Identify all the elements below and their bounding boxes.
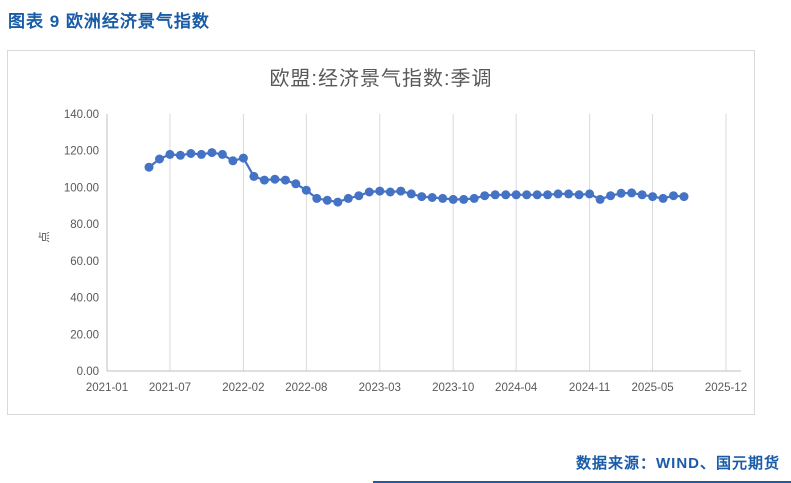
data-point [574, 190, 584, 200]
data-point [480, 191, 490, 201]
data-point [679, 192, 689, 202]
data-point [658, 193, 668, 203]
x-axis-tick-label: 2022-02 [222, 382, 264, 394]
data-point [564, 189, 574, 199]
x-axis-tick-label: 2024-04 [495, 382, 538, 394]
y-axis-tick-label: 40.00 [70, 293, 99, 305]
data-point [522, 190, 532, 200]
data-point [669, 191, 678, 201]
data-point [606, 191, 616, 201]
data-point [417, 192, 427, 202]
chart-container: 欧盟:经济景气指数:季调 0.00 20.00 40.00 60.00 80.00 100… [7, 50, 755, 415]
series-line [147, 151, 686, 204]
data-point [228, 156, 238, 166]
data-point [259, 175, 269, 185]
data-source-note: 数据来源：WIND、国元期货 [576, 455, 780, 472]
data-point [312, 193, 322, 203]
data-point [543, 190, 553, 200]
data-point [207, 148, 217, 158]
y-axis-tick-label: 140.00 [64, 109, 99, 121]
data-point [270, 174, 280, 184]
data-point [553, 189, 563, 199]
data-point [343, 193, 353, 203]
data-point [385, 187, 395, 197]
y-axis-tick-label: 20.00 [70, 329, 99, 341]
y-axis-tick-label: 0.00 [77, 366, 99, 378]
x-axis-tick-label: 2023-03 [359, 382, 401, 394]
data-point [186, 149, 196, 158]
data-point [291, 179, 301, 189]
data-point [354, 191, 364, 201]
y-axis-tick-label: 80.00 [70, 219, 99, 231]
data-point [648, 192, 658, 202]
data-point [144, 162, 154, 172]
x-axis-tick-label: 2021-01 [86, 382, 128, 394]
data-point [637, 190, 647, 200]
data-point [585, 189, 595, 199]
data-point [301, 185, 311, 195]
data-point [490, 190, 500, 200]
data-point [511, 190, 521, 200]
data-point [427, 193, 437, 202]
data-point [322, 195, 332, 205]
y-axis-tick-label: 120.00 [64, 146, 99, 158]
x-axis-tick-label: 2023-10 [432, 382, 474, 394]
data-point [175, 150, 185, 160]
x-axis-tick-label: 2024-11 [569, 382, 610, 394]
line-chart-plot: 0.00 20.00 40.00 60.00 80.00 100.00 120.00 140.… [38, 109, 747, 394]
data-point [448, 194, 458, 204]
data-point [165, 149, 175, 159]
data-point [280, 175, 290, 185]
data-point [196, 149, 206, 159]
data-point [375, 186, 385, 196]
y-axis-tick-label: 100.00 [64, 182, 99, 194]
data-point [627, 188, 637, 198]
x-axis-tick-label: 2022-08 [285, 382, 327, 394]
data-point [364, 187, 374, 197]
y-axis-title: 点 [38, 231, 51, 243]
y-axis-tick-label: 60.00 [70, 256, 99, 268]
data-point [469, 193, 479, 203]
data-point [238, 153, 248, 163]
data-point [217, 149, 227, 159]
data-point [406, 189, 416, 199]
data-point [459, 194, 469, 204]
figure-caption: 图表 9 欧洲经济景气指数 [8, 12, 210, 31]
footer-divider [373, 481, 791, 483]
data-point [396, 186, 406, 196]
data-point [249, 171, 259, 181]
x-axis-tick-label: 2025-12 [705, 382, 747, 394]
x-axis-tick-label: 2025-05 [631, 382, 673, 394]
data-point [155, 154, 164, 164]
data-point [616, 188, 626, 198]
data-point [532, 190, 542, 200]
x-axis-tick-label: 2021-07 [149, 382, 191, 394]
data-point [333, 197, 343, 207]
chart-title: 欧盟:经济景气指数:季调 [269, 68, 493, 90]
data-point [501, 190, 511, 200]
data-point [438, 193, 448, 203]
data-point [595, 194, 605, 204]
